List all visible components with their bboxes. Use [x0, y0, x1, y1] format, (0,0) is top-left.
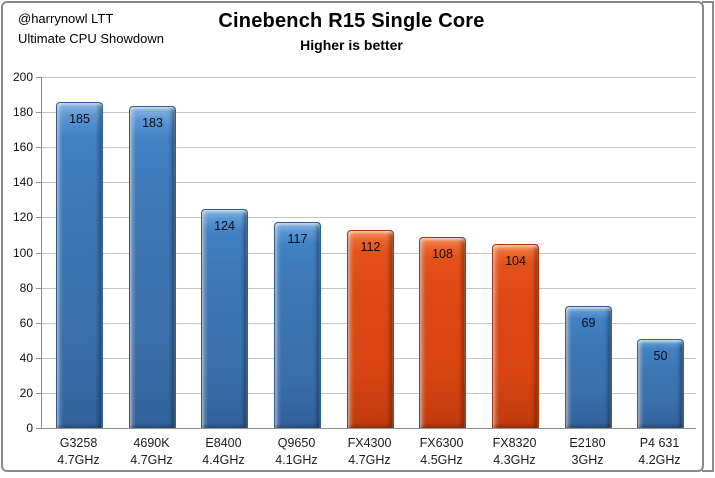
bar-fx8320: 104	[492, 244, 539, 428]
chart-subtitle: Higher is better	[300, 37, 403, 53]
bar-value-label: 69	[581, 316, 596, 330]
x-category-clock: 4.3GHz	[493, 453, 536, 467]
x-category-label: FX6300 4.5GHz	[405, 435, 478, 469]
x-category-clock: 4.4GHz	[202, 453, 245, 467]
bar-value-label: 117	[287, 232, 308, 246]
x-category-label: E2180 3GHz	[551, 435, 624, 469]
x-category-name: E2180	[569, 436, 606, 450]
x-category-name: FX4300	[347, 436, 392, 450]
x-category-name: G3258	[59, 436, 98, 450]
x-category-label: G3258 4.7GHz	[42, 435, 115, 469]
x-category-label: P4 631 4.2GHz	[623, 435, 696, 469]
y-tick-label: 0	[26, 421, 33, 435]
x-category-label: 4690K 4.7GHz	[115, 435, 188, 469]
annotation-line-2: Ultimate CPU Showdown	[18, 31, 164, 46]
bar-value-label: 112	[360, 240, 381, 254]
x-category-clock: 4.7GHz	[57, 453, 100, 467]
bar-p4-631: 50	[637, 339, 684, 428]
bar-value-label: 108	[432, 247, 453, 261]
bar-value-label: 104	[505, 254, 526, 268]
x-category-name: FX6300	[419, 436, 464, 450]
gridline	[42, 112, 696, 113]
y-axis-tick	[36, 428, 41, 429]
bar-value-label: 50	[653, 349, 668, 363]
x-category-clock: 4.7GHz	[130, 453, 173, 467]
gridline	[42, 77, 696, 78]
y-tick-label: 200	[12, 70, 33, 84]
y-axis-tick	[36, 217, 41, 218]
x-category-clock: 4.5GHz	[420, 453, 463, 467]
y-tick-label: 100	[12, 246, 33, 260]
bar-value-label: 183	[142, 116, 163, 130]
chart-title: Cinebench R15 Single Core	[218, 10, 485, 32]
y-axis-tick	[36, 358, 41, 359]
y-tick-label: 40	[19, 351, 33, 365]
y-axis-tick	[36, 253, 41, 254]
gridline	[42, 182, 696, 183]
y-tick-label: 20	[19, 386, 33, 400]
y-axis-line	[41, 77, 42, 428]
bar-fx6300: 108	[419, 237, 466, 428]
y-axis-tick	[36, 393, 41, 394]
gridline	[42, 147, 696, 148]
bar-value-label: 185	[69, 112, 90, 126]
x-category-clock: 3GHz	[571, 453, 604, 467]
chart-annotation: @harrynowl LTT Ultimate CPU Showdown	[18, 9, 164, 49]
x-category-label: FX8320 4.3GHz	[478, 435, 551, 469]
y-tick-label: 140	[12, 175, 33, 189]
adjacent-chart-frame-edge	[702, 1, 714, 472]
plot-area: 0 20 40 60 80 100 120 140 160 180 200 185 G3258 4.7GH…	[13, 70, 696, 467]
x-category-name: FX8320	[492, 436, 537, 450]
x-category-label: E8400 4.4GHz	[187, 435, 260, 469]
x-category-clock: 4.2GHz	[638, 453, 681, 467]
y-tick-label: 120	[12, 210, 33, 224]
bar-value-label: 124	[214, 219, 235, 233]
x-category-label: FX4300 4.7GHz	[333, 435, 406, 469]
x-category-clock: 4.7GHz	[348, 453, 391, 467]
x-category-label: Q9650 4.1GHz	[260, 435, 333, 469]
y-tick-label: 60	[19, 316, 33, 330]
x-category-clock: 4.1GHz	[275, 453, 318, 467]
bar-fx4300: 112	[347, 230, 394, 428]
bar-e8400: 124	[201, 209, 248, 428]
y-axis-tick	[36, 323, 41, 324]
annotation-line-1: @harrynowl LTT	[18, 11, 114, 26]
x-category-name: Q9650	[277, 436, 316, 450]
bar-e2180: 69	[565, 306, 612, 428]
x-category-name: 4690K	[133, 436, 170, 450]
y-tick-label: 80	[19, 281, 33, 295]
y-axis-tick	[36, 147, 41, 148]
bar-q9650: 117	[274, 222, 321, 428]
bar-4690k: 183	[129, 106, 176, 428]
x-axis-line	[41, 428, 696, 429]
y-tick-label: 160	[12, 140, 33, 154]
x-category-name: P4 631	[639, 436, 680, 450]
bar-g3258: 185	[56, 102, 103, 428]
y-axis-tick	[36, 182, 41, 183]
gridline	[42, 217, 696, 218]
y-axis-tick	[36, 112, 41, 113]
y-axis-tick	[36, 288, 41, 289]
y-axis-tick	[36, 77, 41, 78]
x-category-name: E8400	[205, 436, 242, 450]
y-tick-label: 180	[12, 105, 33, 119]
